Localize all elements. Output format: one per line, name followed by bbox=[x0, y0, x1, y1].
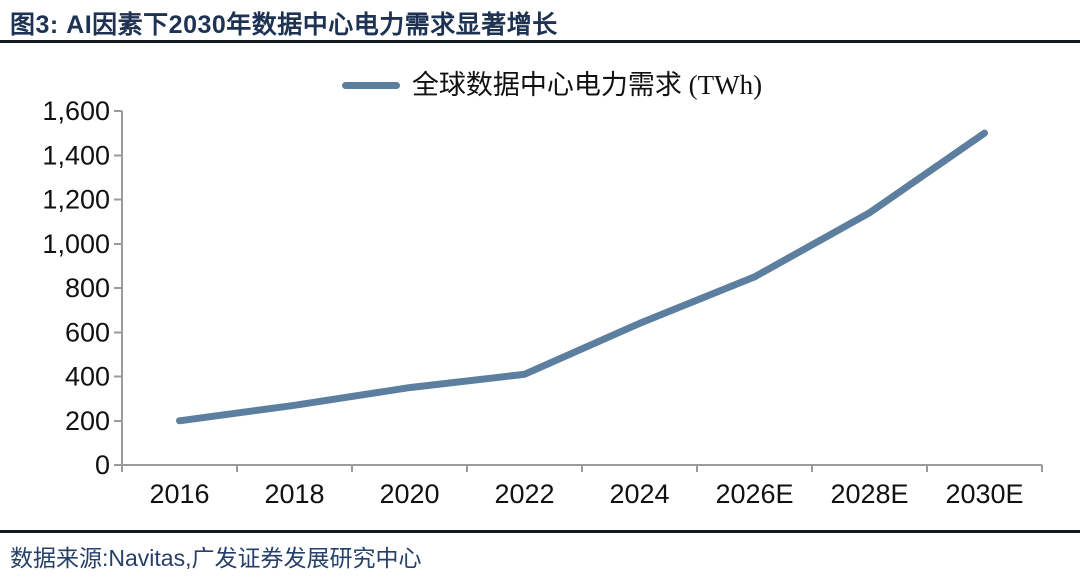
x-tick-label: 2030E bbox=[945, 479, 1023, 509]
y-tick-label: 0 bbox=[95, 450, 110, 480]
x-tick-label: 2026E bbox=[715, 479, 793, 509]
x-tick-label: 2020 bbox=[379, 479, 439, 509]
legend-label: 全球数据中心电力需求 (TWh) bbox=[411, 70, 763, 100]
power-demand-line bbox=[176, 129, 988, 425]
x-tick-label: 2018 bbox=[264, 479, 324, 509]
x-tick-label: 2022 bbox=[494, 479, 554, 509]
y-tick-label: 600 bbox=[65, 317, 110, 347]
y-tick-label: 400 bbox=[65, 362, 110, 392]
y-tick-label: 1,600 bbox=[42, 96, 110, 126]
legend-line-swatch bbox=[341, 81, 400, 89]
y-tick-label: 1,200 bbox=[42, 185, 110, 215]
x-tick-label: 2016 bbox=[149, 479, 209, 509]
y-tick-label: 200 bbox=[65, 406, 110, 436]
y-tick-label: 1,400 bbox=[42, 140, 110, 170]
y-tick-label: 800 bbox=[65, 273, 110, 303]
x-tick-label: 2028E bbox=[830, 479, 908, 509]
footer-rule bbox=[0, 530, 1080, 533]
figure-title: 图3: AI因素下2030年数据中心电力需求显著增长 bbox=[10, 11, 558, 39]
title-underline-rule bbox=[0, 40, 1080, 43]
x-tick-label: 2024 bbox=[609, 479, 669, 509]
chart-legend: 全球数据中心电力需求 (TWh) bbox=[12, 68, 1080, 102]
y-tick-label: 1,000 bbox=[42, 229, 110, 259]
source-text: 数据来源:Navitas,广发证券发展研究中心 bbox=[10, 545, 422, 571]
